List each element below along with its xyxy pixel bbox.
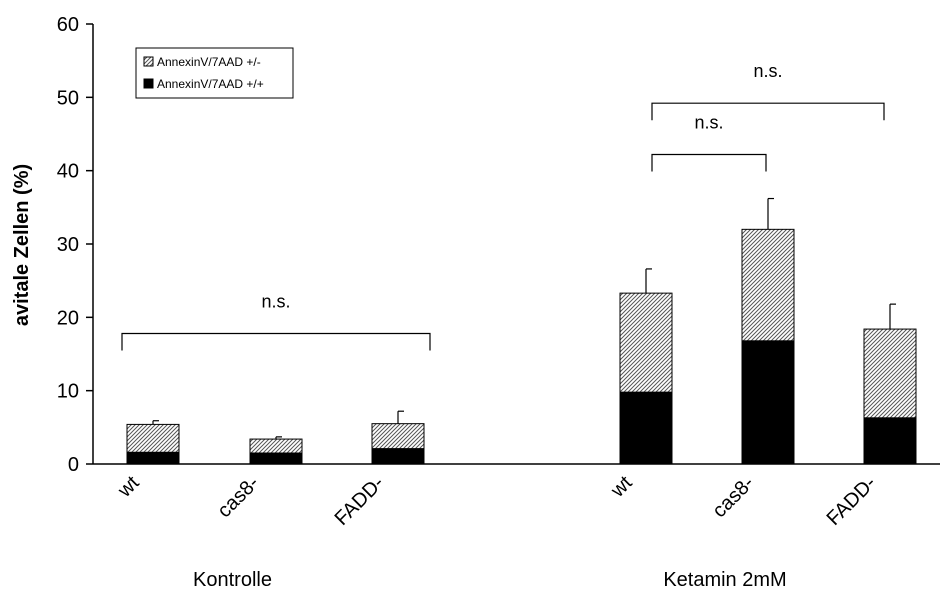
y-axis: 0 10 20 30 40 50 60 bbox=[57, 14, 94, 476]
x-tick-label: FADD- bbox=[331, 472, 389, 530]
bar-segment-solid bbox=[249, 452, 303, 465]
significance-bracket bbox=[121, 332, 431, 351]
legend-swatch-hatched bbox=[143, 56, 154, 67]
significance-label: n.s. bbox=[694, 113, 723, 133]
x-axis: wt cas8- FADD- Kontrolle wt cas8- FADD- Ketamin… bbox=[93, 463, 940, 591]
legend-label-hatched: AnnexinV/7AAD +/- bbox=[157, 55, 261, 69]
bar-segment-solid bbox=[371, 448, 425, 465]
bar-segment-solid bbox=[741, 340, 795, 465]
bar-segment-solid bbox=[863, 417, 917, 465]
y-tick-label: 60 bbox=[57, 14, 79, 36]
bar-segment-solid bbox=[619, 391, 673, 465]
significance-label: n.s. bbox=[261, 291, 290, 311]
bar-segment-hatched bbox=[371, 423, 425, 450]
significance-annotations: n.s. n.s. n.s. bbox=[121, 61, 885, 351]
x-tick-label: FADD- bbox=[823, 472, 881, 530]
bar-segment-hatched bbox=[126, 423, 180, 453]
significance-bracket bbox=[651, 153, 767, 172]
x-tick-label: wt bbox=[606, 472, 637, 503]
x-tick-label: cas8- bbox=[213, 472, 263, 522]
error-bars bbox=[152, 197, 896, 440]
x-tick-label: cas8- bbox=[708, 472, 758, 522]
legend: AnnexinV/7AAD +/- AnnexinV/7AAD +/+ bbox=[135, 47, 294, 99]
y-tick-label: 40 bbox=[57, 161, 79, 183]
significance-bracket bbox=[651, 102, 885, 121]
group-label: Kontrolle bbox=[193, 569, 272, 591]
y-axis-label: avitale Zellen (%) bbox=[11, 164, 33, 326]
bar-segment-hatched bbox=[741, 228, 795, 342]
bar-segment-hatched bbox=[249, 438, 303, 454]
x-tick-label: wt bbox=[113, 472, 144, 503]
group-label: Ketamin 2mM bbox=[663, 569, 786, 591]
bar-segment-hatched bbox=[619, 292, 673, 393]
y-tick-label: 30 bbox=[57, 234, 79, 256]
y-tick-label: 50 bbox=[57, 87, 79, 109]
significance-label: n.s. bbox=[753, 61, 782, 81]
legend-box bbox=[135, 47, 294, 99]
bars bbox=[126, 228, 917, 465]
bar-segment-solid bbox=[126, 451, 180, 465]
y-tick-label: 20 bbox=[57, 307, 79, 329]
y-tick-label: 10 bbox=[57, 381, 79, 403]
legend-swatch-solid bbox=[143, 78, 154, 89]
y-tick-label: 0 bbox=[68, 454, 79, 476]
bar-segment-hatched bbox=[863, 328, 917, 419]
legend-label-solid: AnnexinV/7AAD +/+ bbox=[157, 77, 264, 91]
